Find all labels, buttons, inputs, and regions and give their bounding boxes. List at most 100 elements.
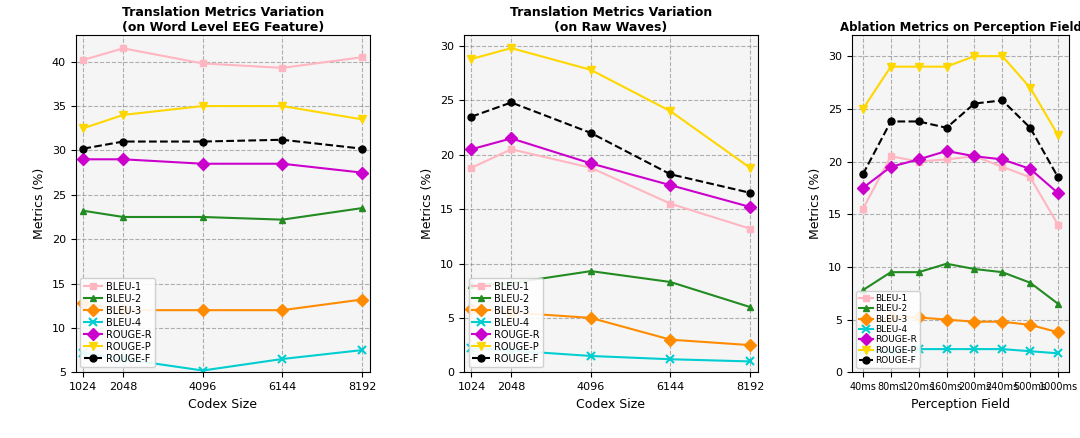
- Line: ROUGE-R: ROUGE-R: [859, 147, 1063, 197]
- BLEU-3: [940, 317, 953, 322]
- ROUGE-F: [885, 119, 897, 124]
- BLEU-3: [117, 307, 130, 313]
- ROUGE-F: [996, 98, 1009, 103]
- BLEU-4: [465, 346, 478, 351]
- BLEU-3: [1052, 330, 1065, 335]
- BLEU-2: [465, 283, 478, 288]
- BLEU-2: [968, 266, 981, 272]
- BLEU-1: [504, 147, 517, 152]
- ROUGE-R: [940, 148, 953, 154]
- BLEU-2: [856, 287, 869, 293]
- ROUGE-P: [1052, 133, 1065, 138]
- Line: BLEU-4: BLEU-4: [79, 346, 366, 374]
- Title: Ablation Metrics on Perception Field: Ablation Metrics on Perception Field: [839, 21, 1080, 34]
- BLEU-2: [885, 269, 897, 275]
- ROUGE-R: [77, 157, 90, 162]
- BLEU-4: [117, 357, 130, 362]
- ROUGE-F: [664, 172, 677, 177]
- Line: ROUGE-F: ROUGE-F: [468, 99, 754, 196]
- BLEU-1: [885, 154, 897, 159]
- ROUGE-F: [940, 125, 953, 131]
- BLEU-3: [465, 307, 478, 312]
- BLEU-2: [275, 217, 288, 222]
- BLEU-2: [584, 268, 597, 274]
- Line: ROUGE-F: ROUGE-F: [80, 136, 365, 152]
- ROUGE-P: [913, 64, 926, 69]
- BLEU-1: [743, 226, 756, 231]
- Line: BLEU-3: BLEU-3: [468, 305, 754, 349]
- BLEU-3: [77, 300, 90, 306]
- BLEU-2: [197, 214, 210, 219]
- BLEU-3: [743, 343, 756, 348]
- BLEU-2: [664, 279, 677, 285]
- ROUGE-P: [885, 64, 897, 69]
- BLEU-4: [355, 347, 368, 353]
- ROUGE-R: [1052, 191, 1065, 196]
- ROUGE-R: [743, 204, 756, 209]
- BLEU-4: [968, 346, 981, 352]
- ROUGE-R: [197, 161, 210, 166]
- ROUGE-P: [355, 117, 368, 122]
- Line: ROUGE-R: ROUGE-R: [468, 134, 754, 211]
- BLEU-4: [940, 346, 953, 352]
- ROUGE-R: [1024, 166, 1037, 172]
- ROUGE-P: [77, 126, 90, 131]
- BLEU-4: [885, 349, 897, 354]
- BLEU-2: [355, 205, 368, 211]
- ROUGE-R: [913, 157, 926, 162]
- BLEU-2: [743, 304, 756, 310]
- ROUGE-P: [996, 53, 1009, 59]
- ROUGE-F: [465, 114, 478, 119]
- Y-axis label: Metrics (%): Metrics (%): [33, 168, 46, 239]
- ROUGE-R: [504, 136, 517, 141]
- ROUGE-P: [504, 46, 517, 51]
- ROUGE-R: [355, 170, 368, 175]
- BLEU-4: [996, 346, 1009, 352]
- BLEU-3: [968, 319, 981, 324]
- Line: BLEU-4: BLEU-4: [468, 344, 754, 366]
- ROUGE-P: [465, 57, 478, 62]
- Title: Translation Metrics Variation
(on Word Level EEG Feature): Translation Metrics Variation (on Word L…: [122, 6, 324, 34]
- ROUGE-F: [355, 146, 368, 151]
- ROUGE-P: [940, 64, 953, 69]
- BLEU-1: [275, 65, 288, 71]
- Line: BLEU-4: BLEU-4: [859, 345, 1063, 357]
- BLEU-4: [856, 349, 869, 354]
- BLEU-4: [275, 357, 288, 362]
- X-axis label: Codex Size: Codex Size: [577, 398, 645, 410]
- ROUGE-R: [968, 154, 981, 159]
- Legend: BLEU-1, BLEU-2, BLEU-3, BLEU-4, ROUGE-R, ROUGE-P, ROUGE-F: BLEU-1, BLEU-2, BLEU-3, BLEU-4, ROUGE-R,…: [81, 278, 156, 367]
- BLEU-3: [504, 310, 517, 315]
- BLEU-2: [1024, 280, 1037, 285]
- BLEU-4: [664, 357, 677, 362]
- BLEU-1: [584, 165, 597, 170]
- BLEU-2: [1052, 301, 1065, 307]
- ROUGE-P: [275, 103, 288, 109]
- BLEU-4: [77, 350, 90, 355]
- BLEU-1: [117, 46, 130, 51]
- ROUGE-F: [1052, 175, 1065, 180]
- BLEU-2: [77, 208, 90, 213]
- BLEU-4: [913, 346, 926, 352]
- ROUGE-P: [584, 67, 597, 72]
- ROUGE-F: [275, 137, 288, 142]
- Line: ROUGE-R: ROUGE-R: [79, 155, 366, 177]
- ROUGE-F: [117, 139, 130, 144]
- ROUGE-R: [275, 161, 288, 166]
- BLEU-1: [465, 165, 478, 170]
- ROUGE-R: [856, 185, 869, 191]
- BLEU-1: [664, 201, 677, 206]
- BLEU-4: [584, 353, 597, 359]
- BLEU-4: [504, 348, 517, 353]
- BLEU-1: [355, 55, 368, 60]
- ROUGE-P: [1024, 85, 1037, 90]
- BLEU-1: [1024, 175, 1037, 180]
- Line: ROUGE-F: ROUGE-F: [860, 97, 1062, 181]
- ROUGE-P: [117, 112, 130, 117]
- BLEU-1: [968, 154, 981, 159]
- Line: BLEU-3: BLEU-3: [859, 313, 1063, 336]
- ROUGE-P: [856, 106, 869, 111]
- BLEU-3: [996, 319, 1009, 324]
- Line: ROUGE-P: ROUGE-P: [79, 102, 366, 132]
- ROUGE-R: [117, 157, 130, 162]
